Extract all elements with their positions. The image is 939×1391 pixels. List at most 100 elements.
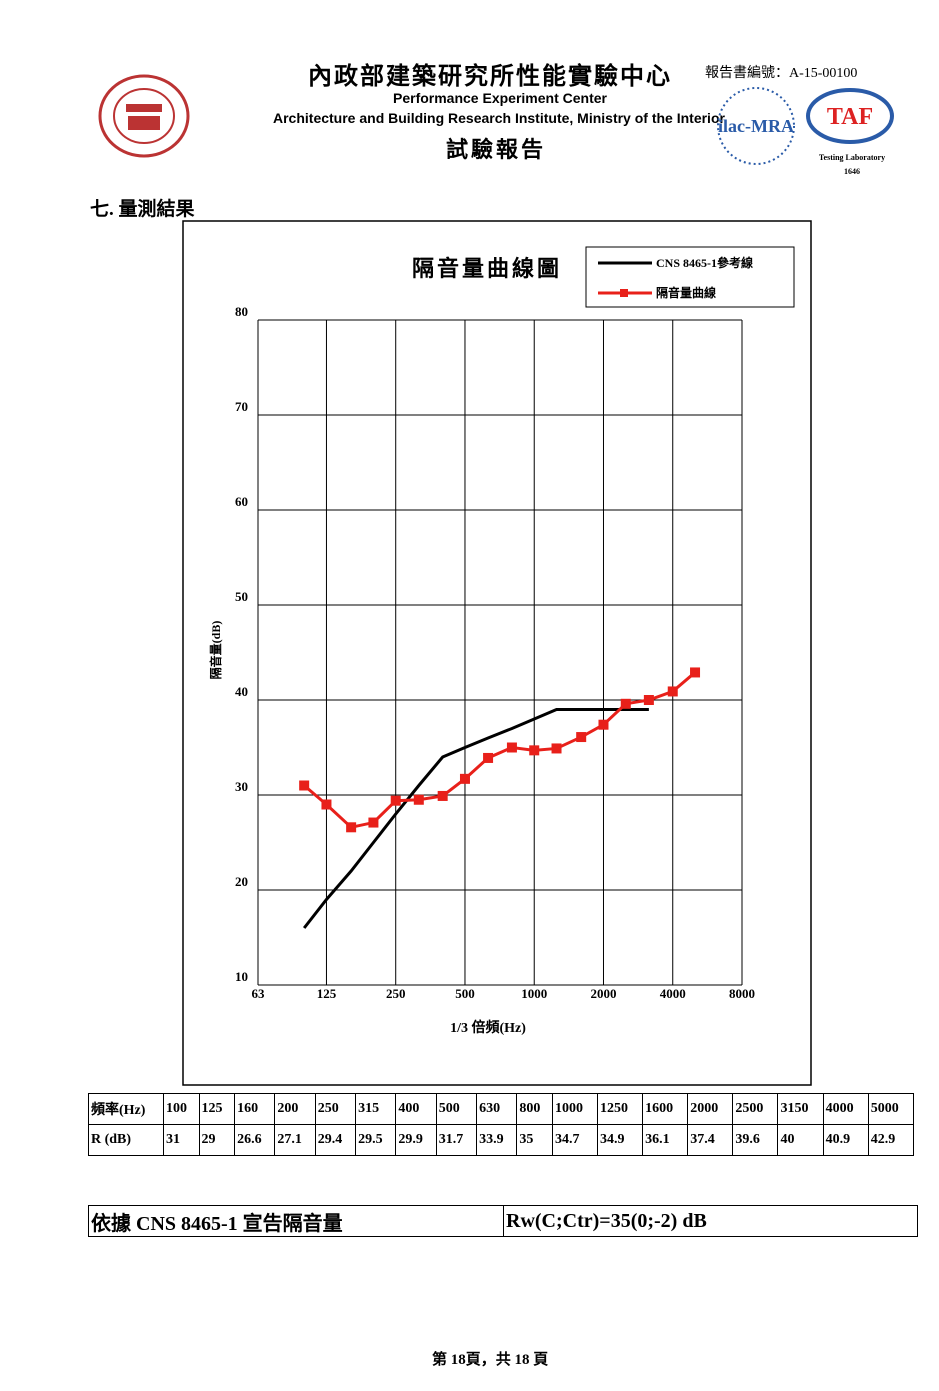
table-row: R (dB) 31 29 26.6 27.1 29.4 29.5 29.9 31.7 33.9 35…	[88, 1124, 915, 1156]
data-point	[368, 817, 379, 828]
table-cell: 34.9	[597, 1124, 644, 1156]
table-cell: 29.4	[314, 1124, 357, 1156]
y-tick-label: 80	[235, 304, 248, 319]
y-tick-label: 60	[235, 494, 248, 509]
table-cell: 2000	[687, 1093, 734, 1125]
data-point	[690, 667, 701, 678]
legend-marker	[620, 289, 628, 297]
report-type: 試驗報告	[446, 137, 547, 162]
title-en-2: Architecture and Building Research Insti…	[273, 110, 725, 126]
y-tick-label: 40	[235, 684, 248, 699]
declaration-table: 依據 CNS 8465-1 宣告隔音量 Rw(C;Ctr)=35(0;-2) d…	[88, 1205, 918, 1237]
table-cell: 3150	[777, 1093, 824, 1125]
y-tick-label: 70	[235, 399, 248, 414]
data-point	[299, 780, 310, 791]
table-cell: 26.6	[234, 1124, 276, 1156]
table-cell: 4000	[822, 1093, 869, 1125]
y-tick-label: 30	[235, 779, 248, 794]
data-point	[598, 719, 609, 730]
declaration-value: Rw(C;Ctr)=35(0;-2) dB	[503, 1205, 918, 1237]
table-cell: 35	[516, 1124, 553, 1156]
table-cell: 250	[314, 1093, 357, 1125]
data-point	[459, 773, 470, 784]
data-point	[390, 795, 401, 806]
x-axis-label: 1/3 倍頻(Hz)	[450, 1019, 526, 1036]
chart-frame	[182, 220, 812, 1086]
data-point	[413, 794, 424, 805]
y-tick-label: 50	[235, 589, 248, 604]
chart: 隔音量曲線圖 1/3 倍頻(Hz) 隔音量(dB) 10 20 30 40 50 60 70…	[182, 220, 812, 1086]
row-header: 頻率(Hz)	[88, 1093, 164, 1125]
data-point	[483, 752, 494, 763]
table-cell: 40	[777, 1124, 824, 1156]
institute-logo	[98, 74, 190, 158]
y-axis-label: 隔音量(dB)	[208, 621, 223, 680]
x-tick-label: 125	[317, 986, 337, 1001]
table-cell: 630	[476, 1093, 518, 1125]
data-point	[576, 732, 587, 743]
x-tick-label: 2000	[590, 986, 616, 1001]
table-cell: 31	[163, 1124, 200, 1156]
title-zh: 內政部建築研究所性能實驗中心	[308, 64, 672, 90]
accreditation-logos: ilac-MRA TAF Testing Laboratory 1646	[717, 87, 894, 176]
table-cell: 200	[274, 1093, 316, 1125]
row-header: R (dB)	[88, 1124, 164, 1156]
table-cell: 400	[395, 1093, 437, 1125]
table-cell: 125	[198, 1093, 236, 1125]
y-tick-label: 10	[235, 969, 248, 984]
table-cell: 100	[163, 1093, 200, 1125]
ilac-logo-text: ilac-MRA	[718, 116, 794, 136]
table-cell: 29	[198, 1124, 236, 1156]
data-point	[551, 743, 562, 754]
data-point	[346, 822, 357, 833]
table-cell: 1000	[551, 1093, 599, 1125]
table-cell: 33.9	[476, 1124, 518, 1156]
data-point	[506, 742, 517, 753]
legend-label: 隔音量曲線	[656, 285, 716, 300]
series-line	[302, 708, 649, 929]
page-footer: 第 18頁，共 18 頁	[432, 1352, 549, 1368]
data-point	[643, 695, 654, 705]
table-cell: 42.9	[867, 1124, 915, 1156]
table-cell: 5000	[867, 1093, 915, 1125]
table-cell: 36.1	[642, 1124, 689, 1156]
x-tick-label: 250	[386, 986, 406, 1001]
x-tick-label: 8000	[729, 986, 755, 1001]
table-cell: 1250	[597, 1093, 644, 1125]
table-row: 頻率(Hz) 100 125 160 200 250 315 400 500 630 800 1000…	[88, 1093, 915, 1125]
x-tick-label: 1000	[521, 986, 547, 1001]
data-point	[321, 799, 332, 810]
report-no: 報告書編號：A-15-00100	[705, 66, 858, 81]
table-cell: 315	[355, 1093, 397, 1125]
table-cell: 500	[435, 1093, 478, 1125]
lab-no: 1646	[844, 167, 860, 176]
table-cell: 37.4	[687, 1124, 734, 1156]
section-title: 七. 量測結果	[90, 199, 195, 220]
table-cell: 29.9	[395, 1124, 437, 1156]
x-tick-label: 4000	[660, 986, 686, 1001]
taf-logo-text: TAF	[827, 104, 873, 130]
table-cell: 40.9	[822, 1124, 869, 1156]
data-point	[620, 698, 631, 709]
table-cell: 34.7	[551, 1124, 599, 1156]
table-cell: 31.7	[435, 1124, 478, 1156]
table-cell: 27.1	[274, 1124, 316, 1156]
table-cell: 2500	[732, 1093, 779, 1125]
table-cell: 39.6	[732, 1124, 779, 1156]
table-cell: 29.5	[355, 1124, 397, 1156]
table-cell: 1600	[642, 1093, 689, 1125]
table-cell: 160	[234, 1093, 276, 1125]
data-table: 頻率(Hz) 100 125 160 200 250 315 400 500 630 800 1000…	[88, 1093, 915, 1156]
data-point	[437, 790, 448, 801]
declaration-label: 依據 CNS 8465-1 宣告隔音量	[88, 1205, 504, 1237]
y-tick-label: 20	[235, 874, 248, 889]
x-tick-label: 500	[455, 986, 475, 1001]
table-cell: 800	[516, 1093, 553, 1125]
x-tick-label: 63	[252, 986, 266, 1001]
data-point	[529, 745, 540, 756]
data-point	[667, 686, 678, 697]
legend-label: CNS 8465-1參考線	[656, 255, 753, 270]
title-en-1: Performance Experiment Center	[393, 90, 607, 106]
lab-label: Testing Laboratory	[819, 153, 885, 162]
